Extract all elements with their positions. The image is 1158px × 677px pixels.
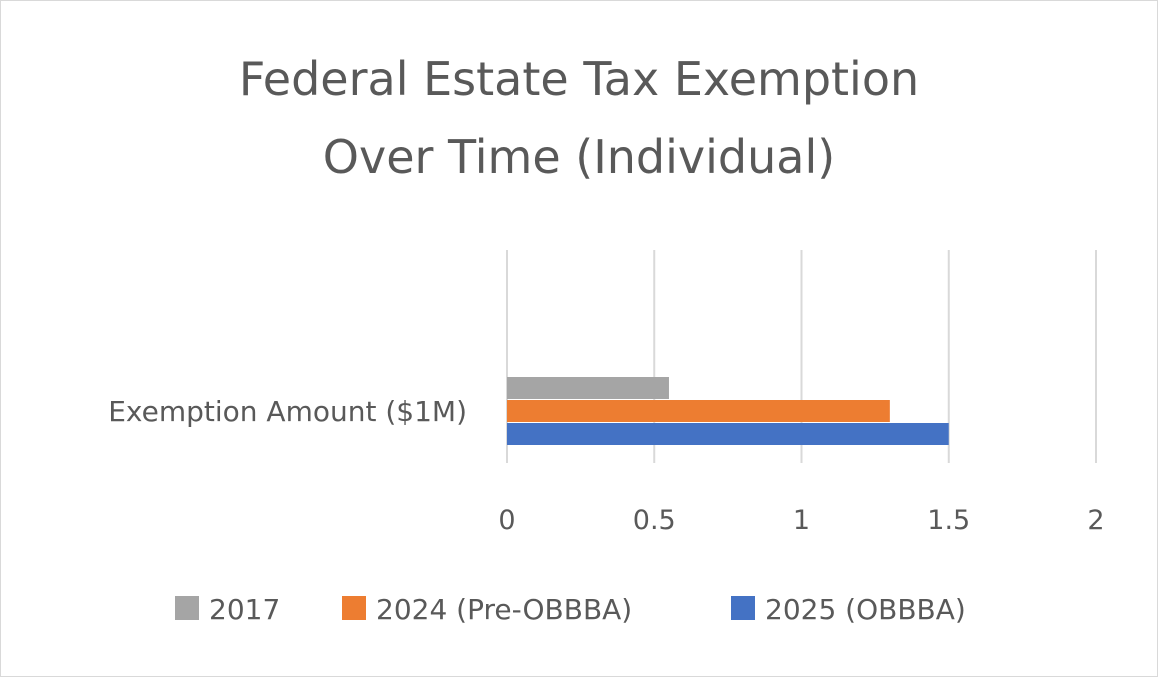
legend: 2017 2024 (Pre-OBBBA) 2025 (OBBBA) bbox=[175, 593, 966, 626]
legend-swatch bbox=[342, 596, 366, 620]
y-axis: Exemption Amount ($1M) bbox=[108, 395, 467, 428]
x-tick-label: 0.5 bbox=[633, 505, 676, 536]
legend-item: 2025 (OBBBA) bbox=[731, 593, 966, 626]
bar-2017 bbox=[507, 377, 669, 399]
x-tick-label: 1.5 bbox=[927, 505, 970, 536]
legend-swatch bbox=[731, 596, 755, 620]
chart-title-line-2: Over Time (Individual) bbox=[323, 130, 835, 184]
legend-label: 2017 bbox=[209, 593, 280, 626]
bar-2025-obbba bbox=[507, 423, 949, 445]
legend-swatch bbox=[175, 596, 199, 620]
bars bbox=[507, 377, 949, 445]
chart-title: Federal Estate Tax Exemption Over Time (… bbox=[239, 52, 919, 184]
category-label: Exemption Amount ($1M) bbox=[108, 395, 467, 428]
legend-label: 2025 (OBBBA) bbox=[765, 593, 966, 626]
legend-item: 2024 (Pre-OBBBA) bbox=[342, 593, 632, 626]
legend-label: 2024 (Pre-OBBBA) bbox=[376, 593, 632, 626]
chart-title-line-1: Federal Estate Tax Exemption bbox=[239, 52, 919, 106]
legend-item: 2017 bbox=[175, 593, 280, 626]
x-tick-label: 1 bbox=[793, 505, 810, 536]
x-axis: 0 0.5 1 1.5 2 bbox=[498, 505, 1104, 536]
bar-2024-pre-obbba bbox=[507, 400, 890, 422]
x-tick-label: 0 bbox=[498, 505, 515, 536]
x-tick-label: 2 bbox=[1087, 505, 1104, 536]
